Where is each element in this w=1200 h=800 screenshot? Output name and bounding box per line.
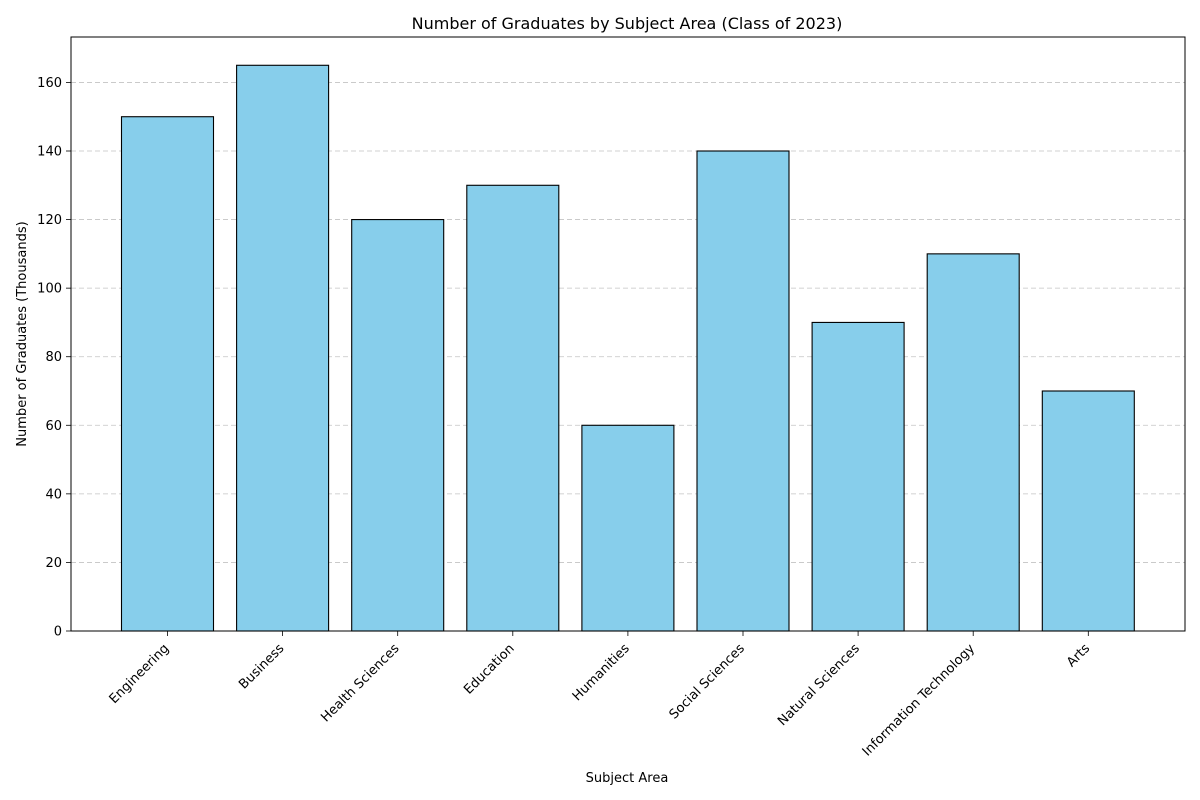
y-tick-label: 60 — [45, 419, 62, 434]
x-tick-label: Education — [461, 641, 517, 697]
y-tick-label: 0 — [54, 625, 62, 640]
x-tick-label: Humanities — [570, 641, 633, 704]
bar-arts — [1041, 390, 1135, 632]
x-axis-ticks: Engineering Business Health Sciences Educat… — [107, 631, 1093, 759]
y-axis-ticks: 0 20 40 60 80 100 120 140 160 — [37, 76, 71, 640]
bar-health-sciences — [351, 219, 445, 632]
bar-information-technology — [926, 253, 1020, 632]
bars — [120, 64, 1135, 632]
x-tick-label: Natural Sciences — [775, 641, 863, 729]
chart-title: Number of Graduates by Subject Area (Cla… — [412, 14, 843, 33]
y-tick-label: 160 — [37, 76, 62, 91]
y-axis-label: Number of Graduates (Thousands) — [15, 221, 30, 446]
bar-natural-sciences — [811, 321, 905, 632]
x-tick-label: Engineering — [107, 641, 173, 707]
x-tick-label: Health Sciences — [318, 641, 402, 725]
y-tick-label: 100 — [37, 282, 62, 297]
y-tick-label: 40 — [45, 487, 62, 502]
x-tick-label: Social Sciences — [667, 641, 748, 722]
y-tick-label: 120 — [37, 213, 62, 228]
bar-business — [236, 64, 330, 632]
y-tick-label: 140 — [37, 145, 62, 160]
bar-social-sciences — [696, 150, 790, 632]
bar-education — [466, 184, 560, 632]
x-tick-label: Business — [236, 641, 287, 692]
bar-engineering — [120, 116, 215, 632]
y-tick-label: 20 — [45, 556, 62, 571]
x-tick-label: Arts — [1064, 641, 1093, 670]
x-tick-label: Information Technology — [860, 641, 978, 759]
x-axis-label: Subject Area — [586, 771, 669, 786]
y-tick-label: 80 — [45, 350, 62, 365]
bar-humanities — [581, 424, 675, 632]
